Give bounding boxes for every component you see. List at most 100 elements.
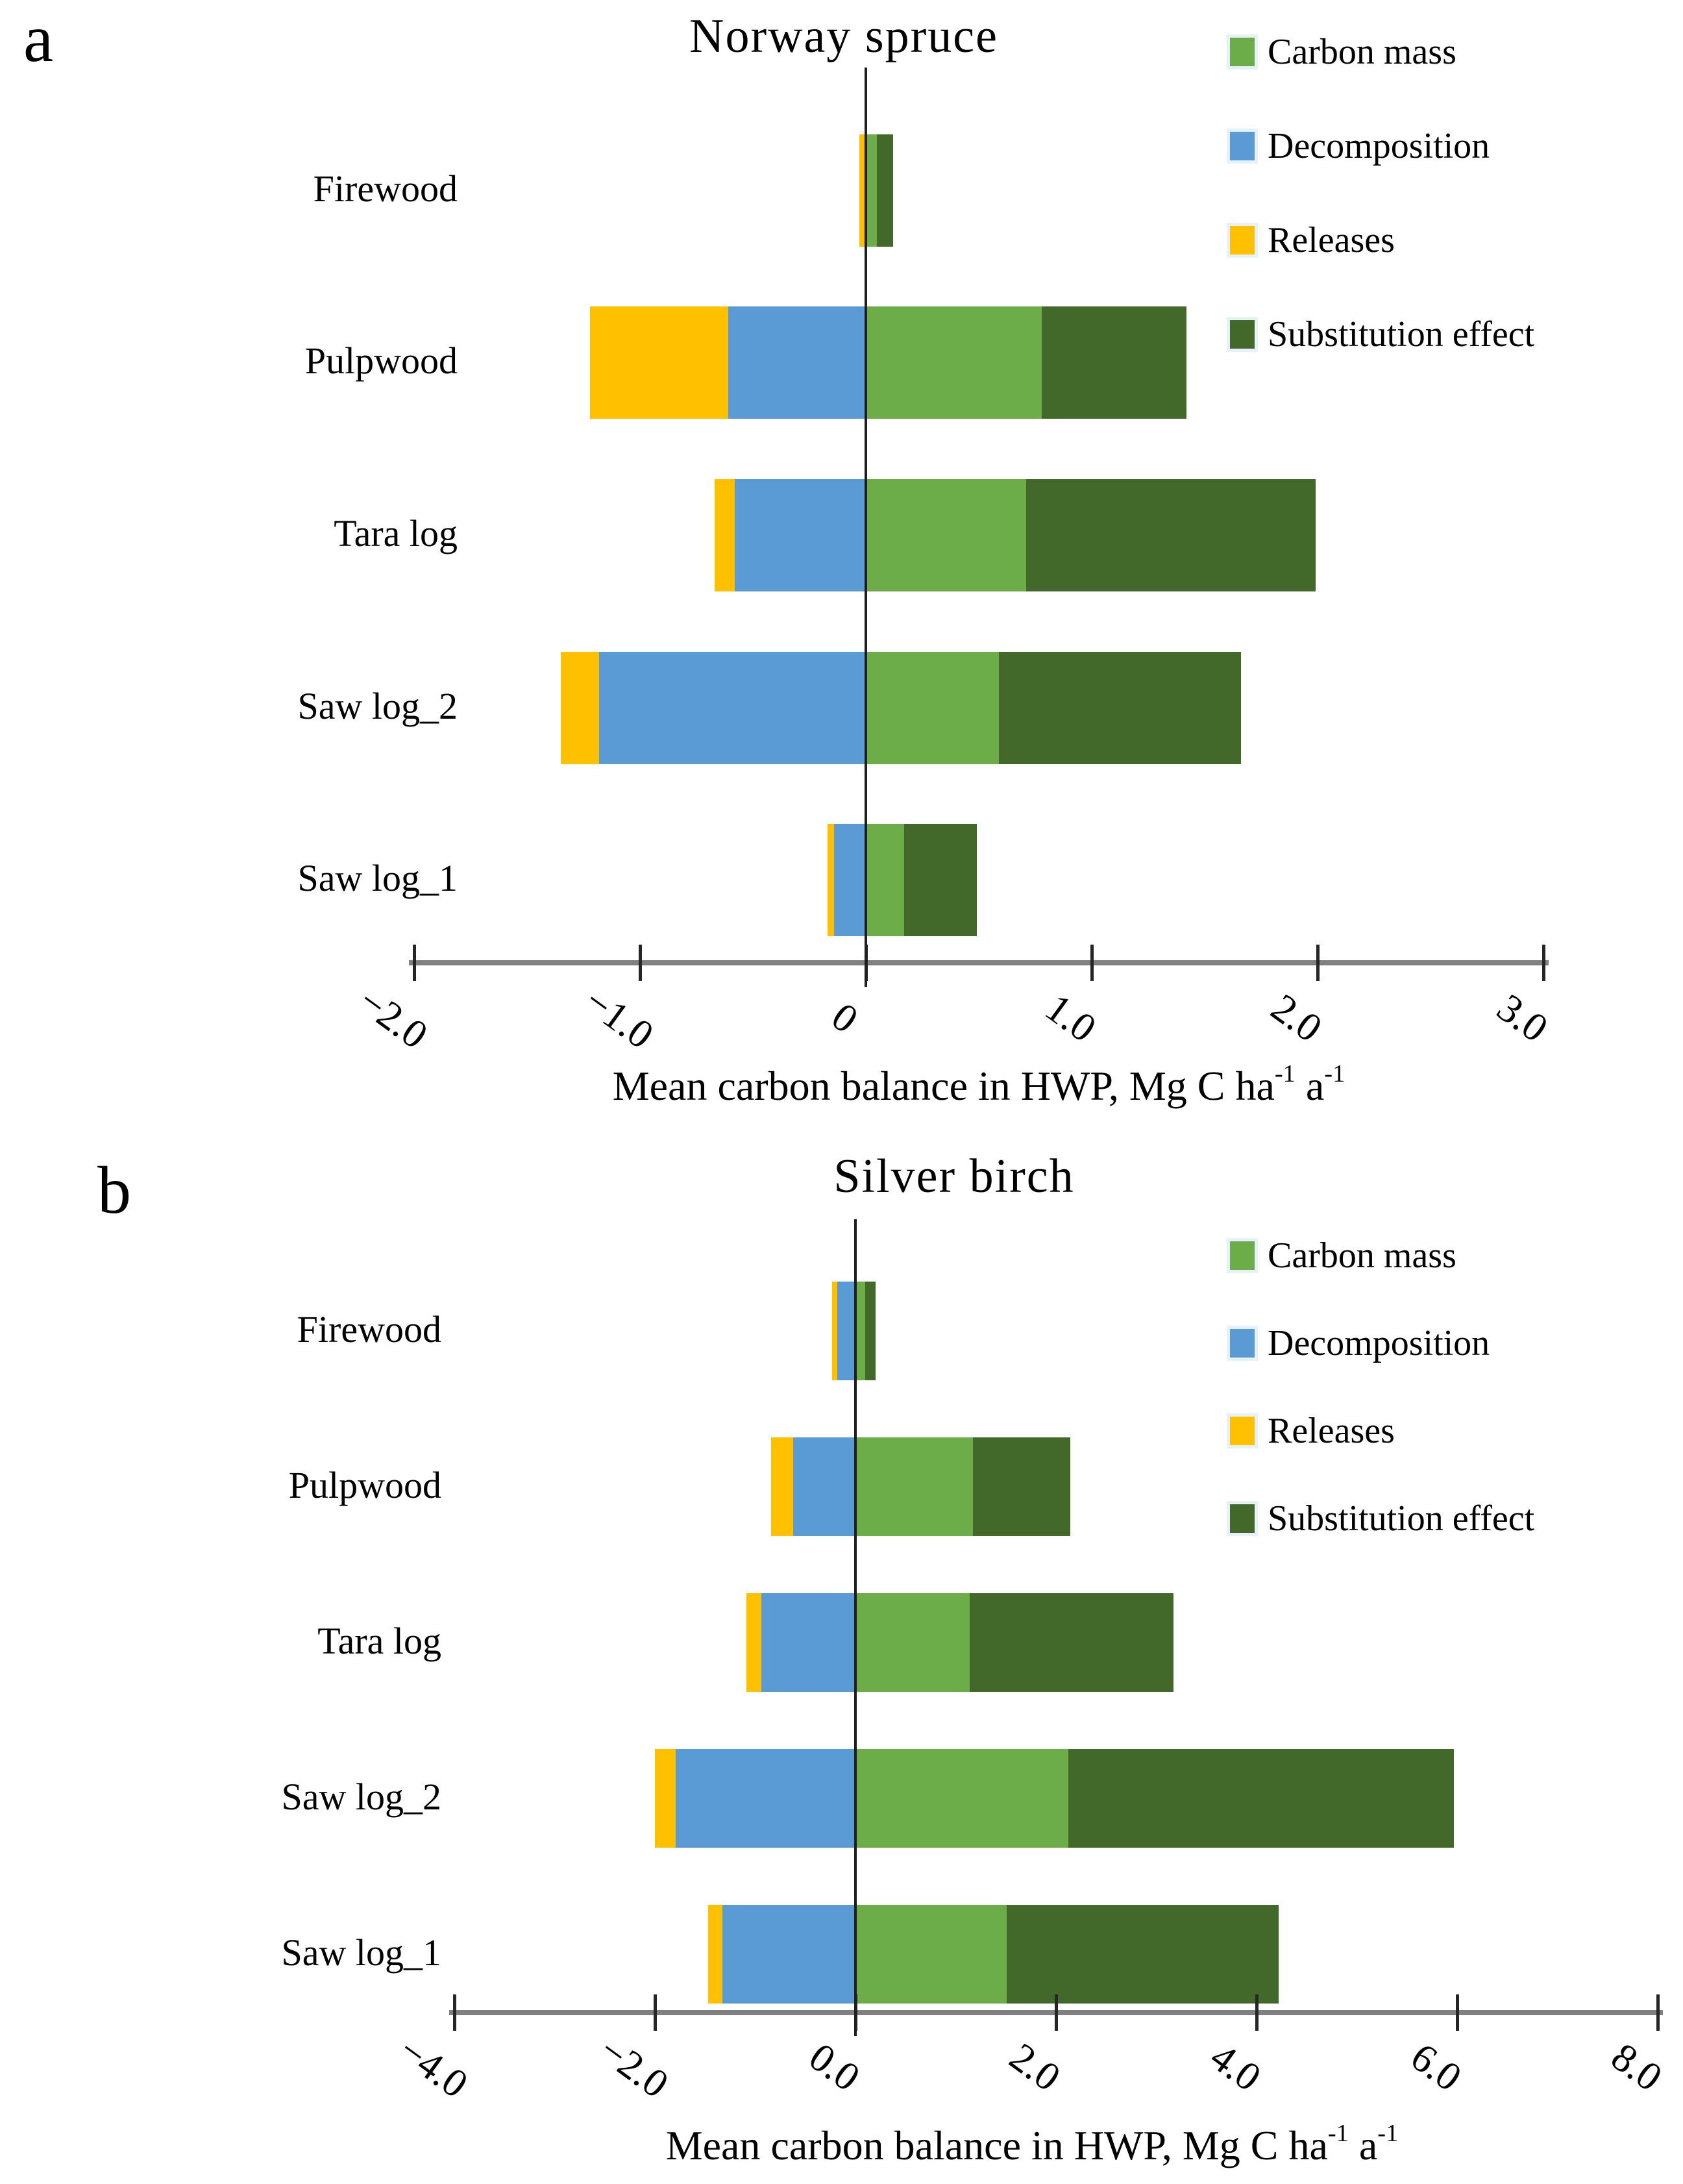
category-label: Tara log xyxy=(334,512,458,554)
bar-segment-substitution-effect xyxy=(1042,306,1187,419)
legend-swatch-decomposition xyxy=(1230,132,1255,160)
bar-segment-decomposition xyxy=(599,651,866,764)
bar-segment-decomposition xyxy=(761,1593,855,1692)
bar-segment-decomposition xyxy=(837,1282,855,1380)
bar-segment-substitution-effect xyxy=(865,1282,876,1380)
bar-segment-carbon-mass xyxy=(855,1905,1007,2004)
axis-tick-label: 8.0 xyxy=(1603,2035,1670,2100)
bar-segment-substitution-effect xyxy=(999,651,1241,764)
legend-swatch-substitution-effect xyxy=(1230,320,1255,349)
axis-tick-mark xyxy=(654,1994,657,2031)
category-label: Firewood xyxy=(297,1308,441,1350)
bar-segment-releases xyxy=(827,823,835,936)
bar-segment-carbon-mass xyxy=(855,1437,973,1536)
bar-segment-releases xyxy=(590,306,728,419)
bar-segment-substitution-effect xyxy=(1026,478,1316,591)
axis-tick-mark xyxy=(413,945,416,981)
bar-segment-carbon-mass xyxy=(866,651,1000,764)
axis-tick-label: 2.0 xyxy=(1263,986,1330,1051)
axis-tick-label: 6.0 xyxy=(1403,2035,1469,2100)
axis-tick-mark xyxy=(1456,1994,1459,2031)
axis-tick-label: −2.0 xyxy=(350,978,436,1058)
axis-tick-label: 2.0 xyxy=(1001,2035,1068,2100)
legend-label: Carbon mass xyxy=(1268,32,1456,72)
legend-label: Releases xyxy=(1268,1411,1395,1451)
bar-segment-substitution-effect xyxy=(877,134,893,247)
legend-swatch-decomposition xyxy=(1230,1329,1255,1358)
bar-segment-carbon-mass xyxy=(866,823,905,936)
legend-swatch-releases xyxy=(1230,1417,1255,1445)
axis-tick-mark xyxy=(1090,945,1094,981)
bar-segment-releases xyxy=(707,1905,722,2004)
zero-baseline xyxy=(865,68,867,987)
category-label: Saw log_2 xyxy=(281,1776,442,1818)
axis-tick-mark xyxy=(1656,1994,1660,2031)
bar-segment-decomposition xyxy=(728,306,866,419)
category-label: Saw log_1 xyxy=(297,857,458,899)
legend-swatch-releases xyxy=(1230,226,1255,254)
legend-label: Carbon mass xyxy=(1268,1235,1456,1276)
category-label: Saw log_2 xyxy=(297,685,458,727)
legend-label: Decomposition xyxy=(1268,126,1490,166)
bar-segment-decomposition xyxy=(676,1749,855,1848)
legend-swatch-carbon-mass xyxy=(1230,1241,1255,1270)
bar-segment-carbon-mass xyxy=(855,1282,866,1380)
legend-label: Releases xyxy=(1268,220,1395,260)
panel-a-letter: a xyxy=(23,1,54,76)
bar-segment-decomposition xyxy=(735,478,866,591)
x-axis-label-superscript: -1 xyxy=(1274,1060,1296,1087)
x-axis-label-text: Mean carbon balance in HWP, Mg C ha xyxy=(612,1063,1275,1109)
axis-tick-mark xyxy=(639,945,642,981)
bar-segment-releases xyxy=(771,1437,794,1536)
axis-tick-label: −2.0 xyxy=(591,2028,676,2107)
axis-tick-mark xyxy=(1542,945,1545,981)
axis-tick-label: −4.0 xyxy=(390,2028,476,2107)
legend-label: Substitution effect xyxy=(1268,314,1535,354)
bar-segment-decomposition xyxy=(834,823,866,936)
axis-tick-label: 3.0 xyxy=(1489,986,1556,1051)
legend-label: Substitution effect xyxy=(1268,1498,1535,1539)
category-label: Saw log_1 xyxy=(281,1931,442,1974)
bar-segment-substitution-effect xyxy=(904,823,977,936)
axis-tick-label: 1.0 xyxy=(1037,986,1104,1051)
bar-segment-substitution-effect xyxy=(972,1437,1070,1536)
legend-label: Decomposition xyxy=(1268,1323,1490,1363)
bar-segment-carbon-mass xyxy=(855,1749,1068,1848)
panel-b-letter: b xyxy=(97,1153,131,1228)
category-label: Pulpwood xyxy=(288,1464,441,1506)
bar-segment-releases xyxy=(859,134,866,247)
x-axis-label-superscript: -1 xyxy=(1324,1060,1345,1087)
x-axis-label-text: a xyxy=(1295,1063,1325,1109)
zero-baseline xyxy=(854,1219,857,2036)
x-axis-label-superscript: -1 xyxy=(1327,2119,1349,2147)
panel-b-x-axis-label: Mean carbon balance in HWP, Mg C ha-1 a-… xyxy=(665,2119,1399,2170)
panel-a-title: Norway spruce xyxy=(689,10,998,63)
category-label: Tara log xyxy=(317,1620,441,1662)
legend-swatch-substitution-effect xyxy=(1230,1504,1255,1533)
axis-tick-label: 4.0 xyxy=(1202,2035,1269,2100)
axis-tick-mark xyxy=(1055,1994,1058,2031)
bar-segment-decomposition xyxy=(722,1905,855,2004)
bar-segment-substitution-effect xyxy=(970,1593,1173,1692)
bar-segment-substitution-effect xyxy=(1007,1905,1279,2004)
bar-segment-carbon-mass xyxy=(855,1593,970,1692)
x-axis-label-superscript: -1 xyxy=(1377,2119,1399,2147)
bar-segment-carbon-mass xyxy=(866,306,1042,419)
bar-segment-decomposition xyxy=(793,1437,855,1536)
axis-tick-label: 0 xyxy=(823,994,866,1042)
axis-tick-mark xyxy=(1316,945,1320,981)
bar-segment-releases xyxy=(714,478,735,591)
category-label: Firewood xyxy=(313,168,458,210)
bar-segment-releases xyxy=(561,651,600,764)
bar-segment-releases xyxy=(746,1593,761,1692)
axis-tick-label: −1.0 xyxy=(576,978,661,1058)
bar-segment-releases xyxy=(655,1749,676,1848)
x-axis-label-text: Mean carbon balance in HWP, Mg C ha xyxy=(665,2122,1328,2168)
axis-tick-mark xyxy=(1255,1994,1259,2031)
x-axis-line xyxy=(409,960,1549,965)
axis-tick-mark xyxy=(453,1994,456,2031)
bar-segment-releases xyxy=(832,1282,838,1380)
panel-b-title: Silver birch xyxy=(833,1150,1075,1203)
bar-segment-substitution-effect xyxy=(1068,1749,1455,1848)
